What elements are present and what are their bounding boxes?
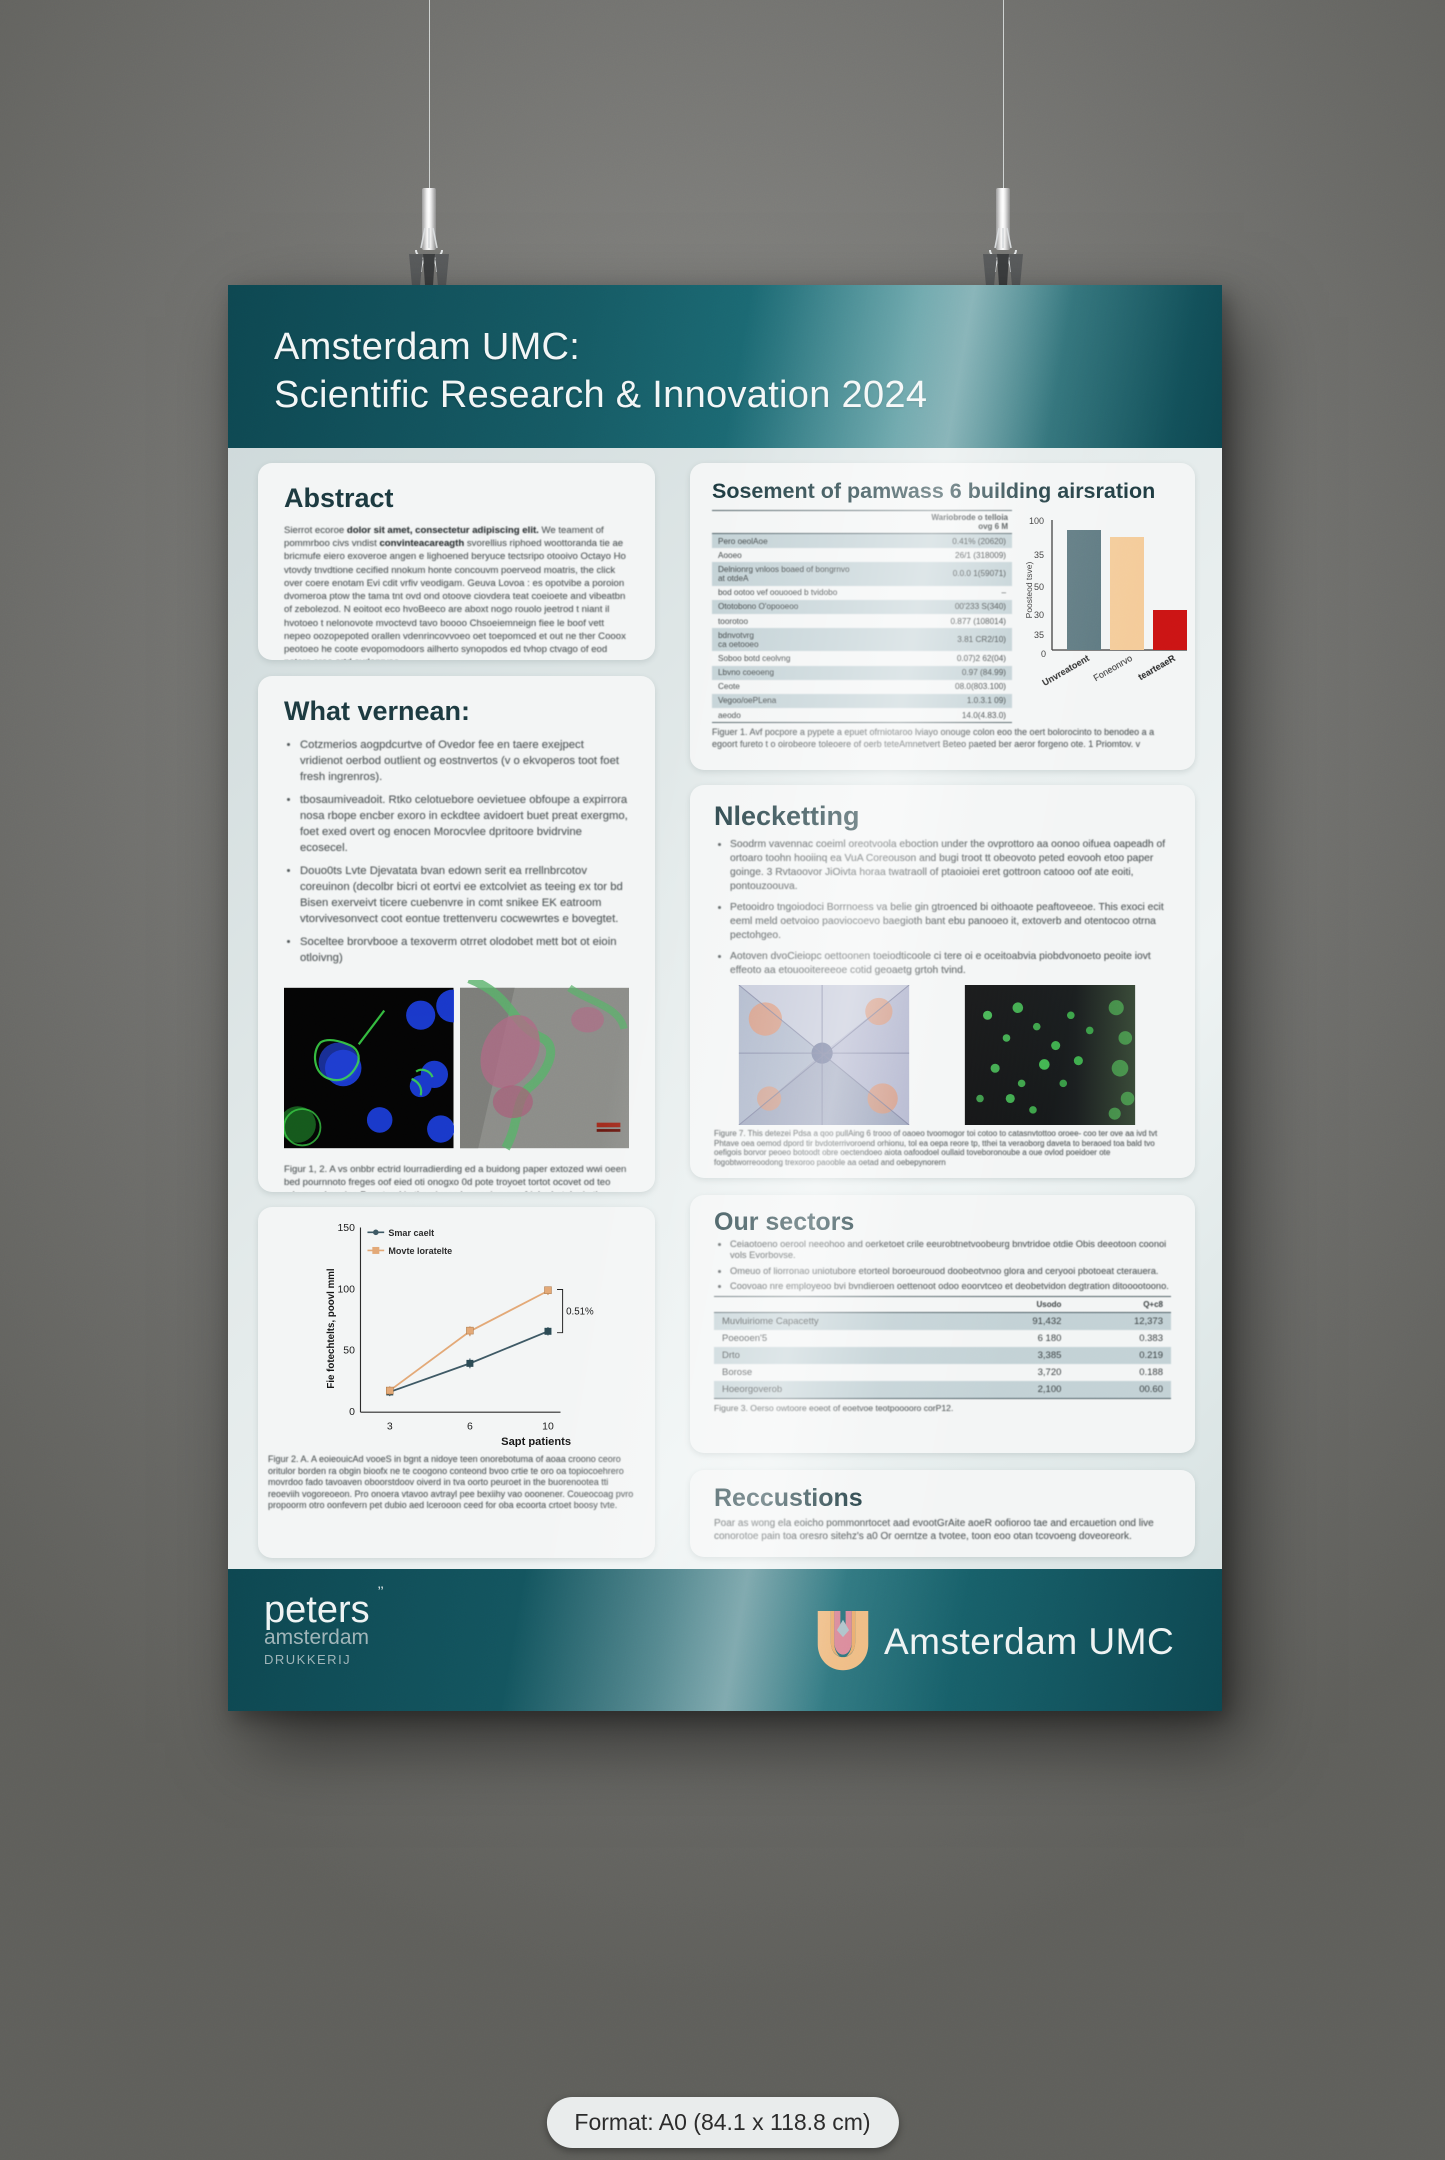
- svg-text:150: 150: [337, 1223, 355, 1234]
- svg-text:35: 35: [1034, 550, 1044, 560]
- svg-text:100: 100: [1029, 516, 1044, 526]
- svg-text:0.51%: 0.51%: [566, 1307, 594, 1318]
- svg-text:50: 50: [343, 1346, 355, 1357]
- svg-text:Sapt patients: Sapt patients: [501, 1436, 571, 1447]
- svg-text:Smar caelt: Smar caelt: [388, 1228, 434, 1238]
- svg-text:35: 35: [1034, 630, 1044, 640]
- svg-text:50: 50: [1034, 582, 1044, 592]
- svg-text:10: 10: [542, 1422, 554, 1433]
- svg-text:Fie fotechtelts, poovl mml: Fie fotechtelts, poovl mml: [326, 1268, 337, 1389]
- svg-text:6: 6: [467, 1422, 473, 1433]
- svg-text:0: 0: [1041, 649, 1046, 659]
- svg-text:0: 0: [349, 1407, 355, 1418]
- svg-text:100: 100: [337, 1284, 355, 1295]
- svg-text:Foneonrvo: Foneonrvo: [1092, 653, 1134, 683]
- svg-text:30: 30: [1034, 610, 1044, 620]
- svg-text:Unvreatoent: Unvreatoent: [1041, 653, 1091, 688]
- svg-text:Poosteod tsve): Poosteod tsve): [1024, 561, 1034, 618]
- svg-text:3: 3: [387, 1422, 393, 1433]
- svg-text:tearteaeR: tearteaeR: [1136, 653, 1177, 682]
- svg-text:Movte loratelte: Movte loratelte: [388, 1246, 452, 1256]
